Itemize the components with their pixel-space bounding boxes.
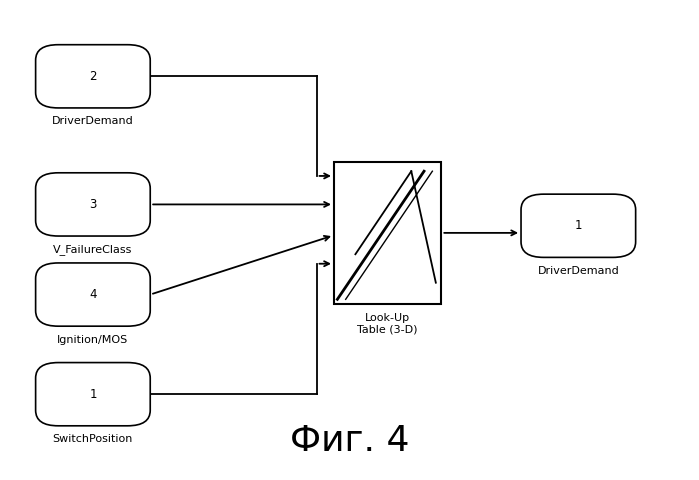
- Text: 1: 1: [89, 388, 96, 401]
- FancyBboxPatch shape: [36, 362, 150, 426]
- Text: Table (3-D): Table (3-D): [357, 325, 418, 335]
- Bar: [334, 162, 441, 304]
- Text: SwitchPosition: SwitchPosition: [52, 434, 133, 444]
- Text: 2: 2: [89, 70, 96, 83]
- Text: DriverDemand: DriverDemand: [52, 117, 134, 126]
- Text: 3: 3: [89, 198, 96, 211]
- FancyBboxPatch shape: [521, 194, 635, 257]
- FancyBboxPatch shape: [36, 263, 150, 326]
- Text: Фиг. 4: Фиг. 4: [290, 424, 409, 458]
- Text: Look-Up: Look-Up: [365, 312, 410, 323]
- FancyBboxPatch shape: [36, 45, 150, 108]
- Text: DriverDemand: DriverDemand: [538, 266, 619, 276]
- Text: Ignition/MOS: Ignition/MOS: [57, 335, 129, 345]
- Text: 1: 1: [575, 219, 582, 232]
- Text: V_FailureClass: V_FailureClass: [53, 245, 133, 255]
- FancyBboxPatch shape: [36, 173, 150, 236]
- Text: 4: 4: [89, 288, 96, 301]
